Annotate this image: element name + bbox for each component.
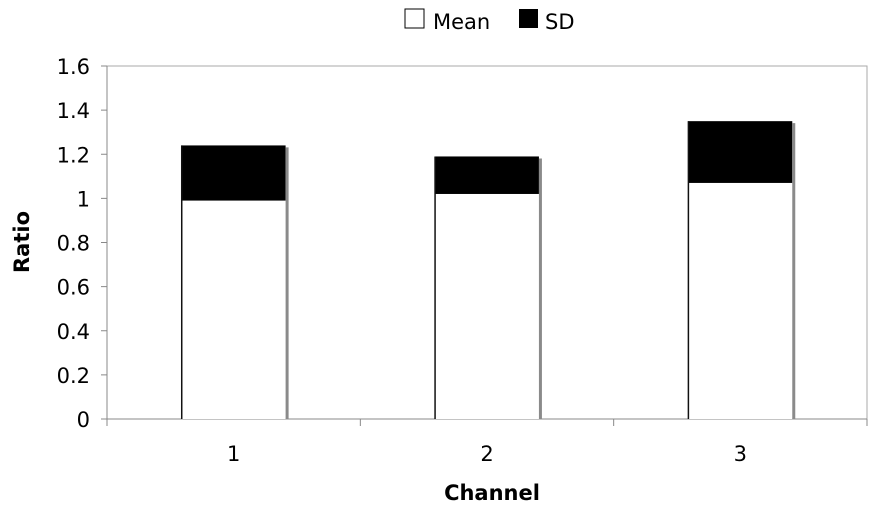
legend-label-mean: Mean — [433, 10, 490, 34]
y-tick-label: 0.8 — [57, 232, 90, 256]
legend-label-sd: SD — [545, 10, 575, 34]
legend: Mean SD — [404, 8, 575, 34]
legend-swatch-sd — [519, 9, 538, 28]
legend-swatch-mean — [404, 8, 425, 29]
bar-mean-2 — [435, 193, 539, 419]
y-axis: 0 0.2 0.4 0.6 0.8 1 1.2 1.4 1.6 — [57, 55, 108, 432]
x-tick-label: 1 — [227, 442, 240, 466]
bar-sd-2 — [435, 156, 539, 194]
bars — [180, 121, 796, 419]
y-tick-label: 0.6 — [57, 276, 90, 300]
x-axis-title: Channel — [444, 481, 540, 505]
x-tick-label: 2 — [480, 442, 493, 466]
y-tick-label: 1.2 — [57, 143, 90, 167]
y-axis-title: Ratio — [10, 211, 34, 273]
y-tick-label: 0.4 — [57, 320, 90, 344]
y-tick-label: 1.4 — [57, 99, 90, 123]
y-tick-label: 0 — [77, 408, 90, 432]
x-axis: 1 2 3 — [106, 418, 868, 466]
bar-sd-3 — [688, 121, 793, 183]
bar-sd-1 — [181, 145, 286, 201]
y-tick-label: 1 — [77, 187, 90, 211]
y-tick-label: 0.2 — [57, 364, 90, 388]
y-tick-label: 1.6 — [57, 55, 90, 79]
bar-mean-1 — [181, 200, 286, 419]
bar-mean-3 — [688, 182, 793, 419]
x-tick-label: 3 — [734, 442, 747, 466]
